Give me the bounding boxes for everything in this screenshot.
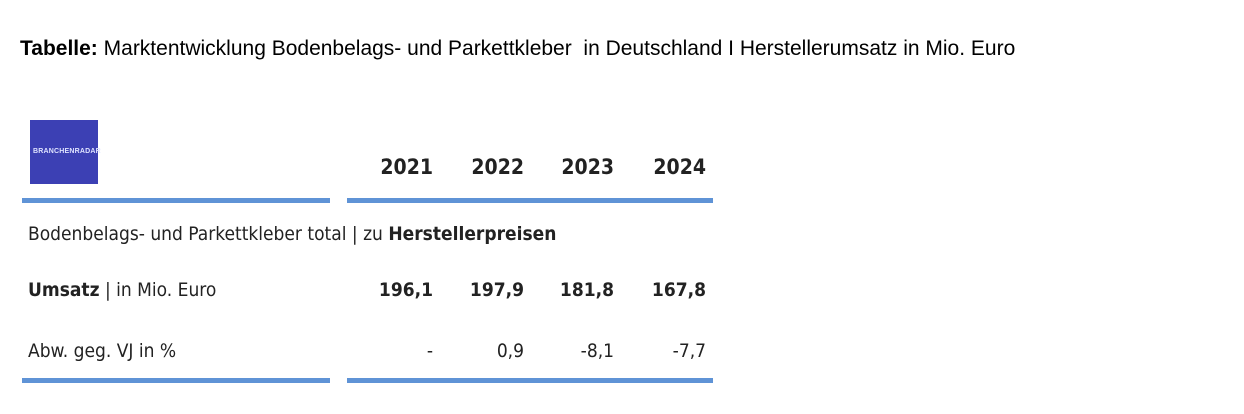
cell: 0,9	[496, 340, 524, 362]
cell: 197,9	[469, 279, 524, 301]
row-unit: | in Mio. Euro	[104, 279, 217, 301]
section-text: Bodenbelags- und Parkettkleber total | z…	[28, 223, 383, 245]
logo: BRANCHENRADAR	[30, 120, 101, 184]
cell: -7,7	[672, 340, 706, 362]
cell: 196,1	[378, 279, 433, 301]
column-header: 2022	[471, 155, 524, 179]
row-label: Abw. geg. VJ in %	[28, 340, 177, 362]
footer-rule	[22, 378, 330, 383]
column-header: 2024	[653, 155, 706, 179]
logo-text: BRANCHENRADAR	[33, 148, 101, 155]
section-row: Bodenbelags- und Parkettkleber total | z…	[28, 223, 556, 245]
row-label: Umsatz | in Mio. Euro	[28, 279, 216, 301]
row-label-bold: Umsatz	[28, 279, 100, 301]
column-header: 2023	[561, 155, 614, 179]
cell: 181,8	[559, 279, 614, 301]
cell: -	[426, 340, 433, 362]
header-rule	[22, 198, 330, 203]
footer-rule	[347, 378, 713, 383]
header-rule	[347, 198, 713, 203]
cell: -8,1	[580, 340, 614, 362]
title-text: Marktentwicklung Bodenbelags- und Parket…	[103, 37, 1016, 60]
title-label: Tabelle:	[20, 37, 98, 60]
section-emphasis: Herstellerpreisen	[388, 223, 557, 245]
column-header: 2021	[380, 155, 433, 179]
cell: 167,8	[651, 279, 706, 301]
title: Tabelle: Marktentwicklung Bodenbelags- u…	[20, 34, 1225, 63]
